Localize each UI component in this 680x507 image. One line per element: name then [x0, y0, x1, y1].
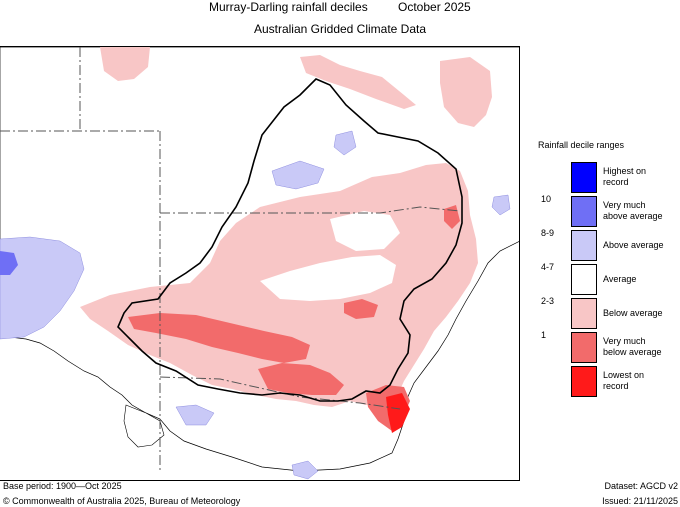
region-lowest-record-se — [386, 393, 410, 433]
legend-label-line2: record — [603, 381, 629, 391]
region-above-average-south2 — [291, 460, 319, 480]
region-very-much-below-1 — [128, 313, 310, 363]
legend-label-line1: Very much — [603, 200, 646, 210]
legend-label-line1: Lowest on — [603, 370, 645, 380]
base-period: Base period: 1900—Oct 2025 — [3, 481, 122, 491]
legend-decile: 2-3 — [541, 296, 555, 306]
region-very-much-below-3 — [344, 299, 378, 319]
mdb-boundary — [117, 78, 463, 402]
region-very-much-above-west — [0, 251, 18, 275]
issued-date: Issued: 21/11/2025 — [602, 496, 678, 506]
legend-swatch — [571, 196, 597, 227]
legend-label-line1: Average — [603, 274, 637, 284]
legend-swatch — [571, 332, 597, 363]
region-very-much-below-2 — [258, 363, 344, 395]
region-above-average-east — [491, 194, 511, 216]
legend-swatch — [571, 298, 597, 329]
region-below-average-east-coast — [440, 57, 492, 127]
legend-label: Above average — [603, 240, 679, 251]
legend-label: Below average — [603, 308, 679, 319]
legend-decile: 4-7 — [541, 262, 555, 272]
map-title: Murray-Darling rainfall deciles — [209, 0, 368, 14]
copyright: © Commonwealth of Australia 2025, Bureau… — [3, 496, 241, 506]
legend-label: Highest on record — [603, 166, 679, 188]
region-average-east — [330, 211, 400, 251]
legend-decile: 8-9 — [541, 228, 555, 238]
map-subtitle: Australian Gridded Climate Data — [253, 22, 427, 36]
legend-label-line2: below average — [603, 347, 662, 357]
legend-label-line1: Below average — [603, 308, 663, 318]
legend-decile: 10 — [541, 194, 552, 204]
legend-swatch — [571, 366, 597, 397]
state-border-qld-nsw — [160, 206, 461, 214]
legend-title: Rainfall decile ranges — [538, 140, 625, 150]
legend-label: Very much below average — [603, 336, 679, 358]
legend-label-line2: record — [603, 177, 629, 187]
legend-decile: 1 — [541, 330, 547, 340]
region-below-average-northwest — [100, 47, 150, 81]
region-above-average-west — [0, 236, 85, 340]
region-above-average-south — [175, 404, 215, 426]
region-above-average-ne — [333, 130, 357, 156]
legend-label-line1: Very much — [603, 336, 646, 346]
legend-swatch — [571, 162, 597, 193]
legend-swatch — [571, 264, 597, 295]
legend-label-line1: Above average — [603, 240, 664, 250]
region-above-average-north — [271, 160, 325, 190]
map-period: October 2025 — [398, 0, 471, 14]
legend-swatch — [571, 230, 597, 261]
map-canvas — [0, 47, 519, 480]
legend-label: Lowest on record — [603, 370, 679, 392]
legend-label-line1: Highest on — [603, 166, 647, 176]
legend-label-line2: above average — [603, 211, 663, 221]
map-frame — [0, 46, 520, 481]
legend-label: Average — [603, 274, 679, 285]
region-south-island — [123, 404, 165, 448]
region-below-average-north — [300, 55, 416, 109]
legend-label: Very much above average — [603, 200, 679, 222]
dataset-label: Dataset: AGCD v2 — [604, 481, 678, 491]
region-average-centre — [260, 255, 396, 301]
state-border-nsw-vic — [159, 376, 401, 410]
